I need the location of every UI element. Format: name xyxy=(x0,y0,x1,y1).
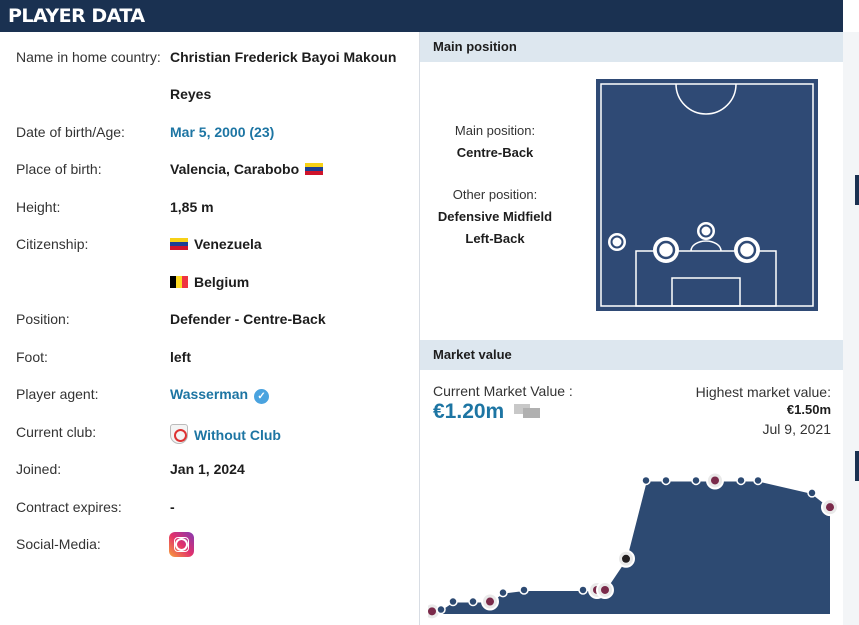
column-divider xyxy=(419,32,420,625)
club-badge-center xyxy=(601,585,609,594)
name-value-line2: Reyes xyxy=(170,86,212,102)
position-value: Defender - Centre-Back xyxy=(170,311,326,327)
agent-text[interactable]: Wasserman xyxy=(170,386,249,402)
club-label: Current club: xyxy=(16,424,97,440)
pitch-center-arc xyxy=(675,83,737,115)
pob-label: Place of birth: xyxy=(16,161,102,177)
pob-text: Valencia, Carabobo xyxy=(170,161,300,177)
goal-box xyxy=(671,277,741,307)
current-market-value-text: €1.20m xyxy=(433,400,505,423)
club-badge-center xyxy=(711,476,719,485)
social-label: Social-Media: xyxy=(16,536,101,552)
player-data-header: PLAYER DATA xyxy=(0,0,843,32)
market-value-point xyxy=(498,587,508,598)
club-badge-center xyxy=(486,597,494,606)
without-club-icon xyxy=(170,424,188,444)
club-badge-center xyxy=(826,503,834,512)
verified-check-icon: ✓ xyxy=(254,389,270,404)
compare-icon[interactable] xyxy=(514,403,542,419)
instagram-icon[interactable] xyxy=(169,532,194,557)
venezuela-flag-icon xyxy=(170,238,188,250)
market-value-point xyxy=(691,475,701,486)
market-value-point xyxy=(753,475,763,486)
other-position-label: Other position: xyxy=(452,187,538,202)
position-marker-left-back xyxy=(608,233,626,251)
contract-value: - xyxy=(170,499,175,515)
current-market-value-label: Current Market Value : xyxy=(433,383,573,399)
highest-market-value: €1.50m xyxy=(786,402,831,417)
market-value-point xyxy=(436,604,446,615)
position-marker-defensive-midfield xyxy=(697,222,715,240)
market-value-point xyxy=(519,585,529,595)
pitch-diagram xyxy=(596,79,818,311)
market-value-point xyxy=(448,596,458,607)
market-value-point xyxy=(736,475,746,486)
current-market-value: €1.20m xyxy=(433,400,542,424)
citizenship-1-text: Venezuela xyxy=(194,236,262,252)
inter-miami-badge-center xyxy=(622,554,630,563)
agent-link[interactable]: Wasserman ✓ xyxy=(170,386,270,404)
citizenship-venezuela: Venezuela xyxy=(170,236,262,252)
pob-value: Valencia, Carabobo xyxy=(170,161,324,177)
other-position-value-2: Left-Back xyxy=(465,231,525,246)
other-position-info: Other position: Defensive Midfield Left-… xyxy=(420,187,570,246)
market-value-point xyxy=(641,475,651,486)
dob-link[interactable]: Mar 5, 2000 (23) xyxy=(170,124,275,140)
main-position-value: Centre-Back xyxy=(456,145,534,160)
position-marker-centre-back-left xyxy=(653,237,679,263)
header-title: PLAYER DATA xyxy=(8,5,145,27)
position-marker-centre-back-right xyxy=(734,237,760,263)
position-label: Position: xyxy=(16,311,70,327)
player-info-panel: Name in home country: Christian Frederic… xyxy=(0,32,419,625)
venezuela-flag-icon xyxy=(305,163,324,175)
market-value-point xyxy=(468,596,478,607)
main-position-info: Main position: Centre-Back xyxy=(420,123,570,160)
dob-label: Date of birth/Age: xyxy=(16,124,125,140)
club-text[interactable]: Without Club xyxy=(194,427,281,443)
market-value-chart[interactable] xyxy=(428,452,840,625)
other-position-value-1: Defensive Midfield xyxy=(437,209,553,224)
club-badge-center xyxy=(428,607,436,616)
main-position-heading: Main position xyxy=(420,32,843,62)
citizenship-2-text: Belgium xyxy=(194,274,250,290)
penalty-arc xyxy=(690,240,722,252)
market-value-point xyxy=(578,585,588,595)
page-scroll-area xyxy=(843,32,859,625)
contract-label: Contract expires: xyxy=(16,499,122,515)
height-label: Height: xyxy=(16,199,61,215)
position-market-panel: Main position Main position: Centre-Back… xyxy=(420,32,843,625)
highest-market-value-label: Highest market value: xyxy=(695,384,831,400)
side-tab-marker[interactable] xyxy=(855,175,859,205)
foot-label: Foot: xyxy=(16,349,48,365)
club-link[interactable]: Without Club xyxy=(170,424,281,444)
main-position-label: Main position: xyxy=(454,123,536,138)
market-value-area xyxy=(432,480,830,614)
market-value-point xyxy=(807,488,817,498)
belgium-flag-icon xyxy=(170,276,188,288)
foot-value: left xyxy=(170,349,191,365)
citizenship-belgium: Belgium xyxy=(170,274,249,290)
pitch-background xyxy=(596,79,818,311)
height-value: 1,85 m xyxy=(170,199,214,215)
side-tab-marker[interactable] xyxy=(855,451,859,481)
name-value-line1: Christian Frederick Bayoi Makoun xyxy=(170,49,397,65)
citizenship-label: Citizenship: xyxy=(16,236,89,252)
agent-label: Player agent: xyxy=(16,386,99,402)
market-value-point xyxy=(661,475,671,486)
joined-label: Joined: xyxy=(16,461,62,477)
highest-market-value-date: Jul 9, 2021 xyxy=(762,421,832,437)
joined-value: Jan 1, 2024 xyxy=(170,461,245,477)
name-label: Name in home country: xyxy=(16,49,161,65)
market-value-heading: Market value xyxy=(420,340,843,370)
